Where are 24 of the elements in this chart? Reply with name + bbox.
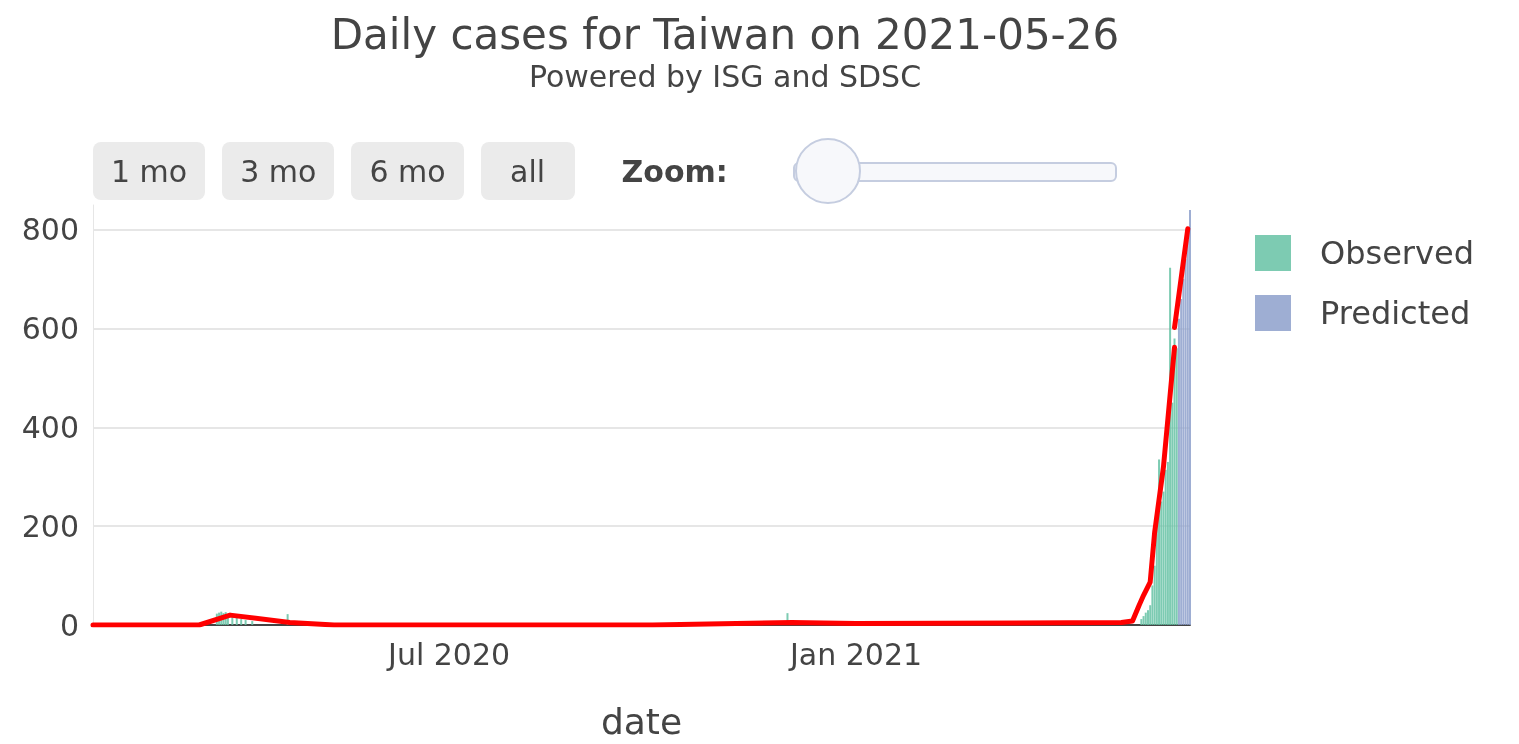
y-tick-label: 0 [59, 607, 79, 643]
legend-label: Observed [1320, 234, 1474, 272]
bar [240, 619, 243, 625]
chart-subtitle: Powered by ISG and SDSC [528, 58, 922, 94]
range-button: 3 mo [222, 142, 335, 200]
range-button: 6 mo [351, 142, 464, 200]
bar [1142, 616, 1145, 625]
bar [1140, 619, 1143, 625]
bar [1189, 209, 1191, 625]
legend-label: Predicted [1320, 294, 1471, 332]
bar [244, 620, 247, 625]
y-tick-label: 600 [21, 311, 79, 347]
chart-title: Daily cases for Taiwan on 2021-05-26 [330, 9, 1120, 59]
x-tick-label: Jul 2020 [386, 636, 511, 672]
y-tick-label: 200 [21, 508, 79, 544]
x-tick-label: Jan 2021 [787, 636, 923, 672]
bar [1173, 338, 1176, 625]
range-button: all [480, 142, 575, 200]
text: Zoom: [621, 153, 728, 189]
bar [251, 621, 254, 625]
y-tick-label: 800 [21, 212, 79, 248]
x-axis-title: date [600, 700, 683, 742]
range-button: 1 mo [93, 142, 206, 200]
y-tick-label: 400 [21, 409, 79, 445]
